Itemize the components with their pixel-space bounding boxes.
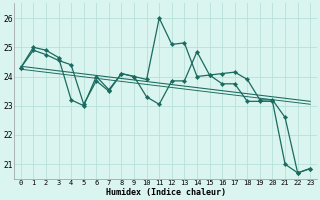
X-axis label: Humidex (Indice chaleur): Humidex (Indice chaleur) <box>106 188 226 197</box>
